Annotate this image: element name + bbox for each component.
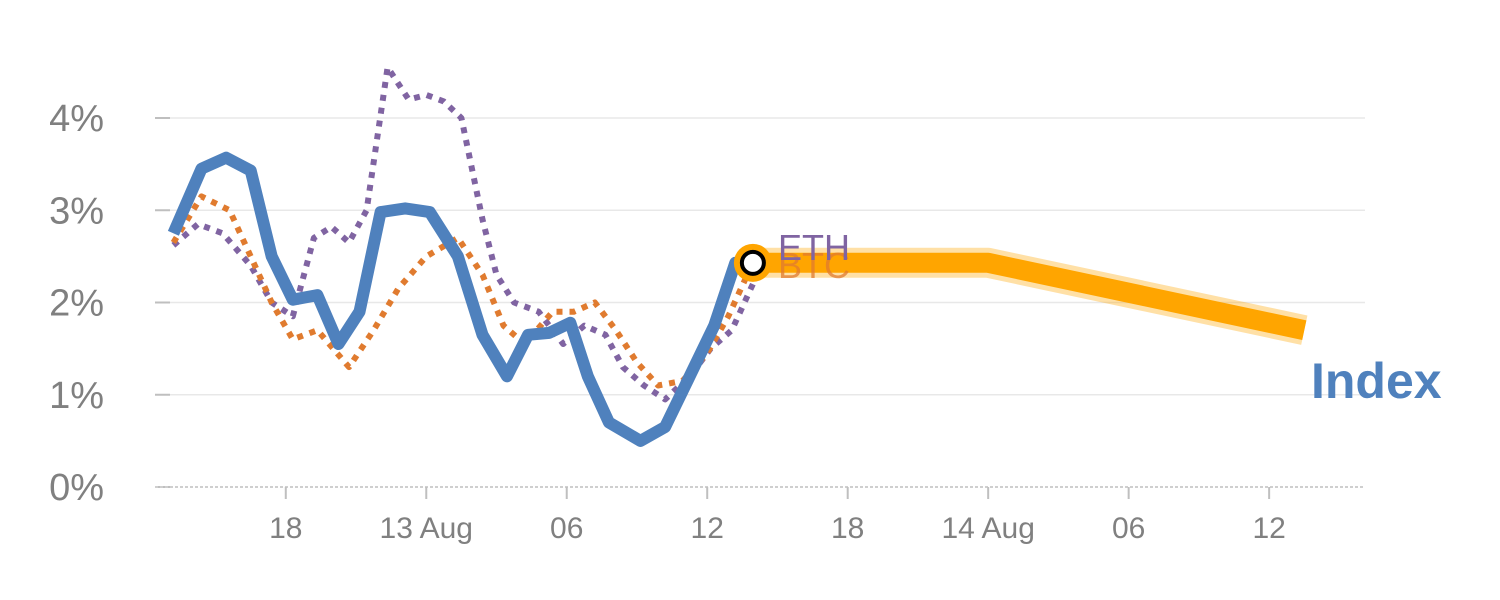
x-tick-label: 14 Aug bbox=[941, 512, 1034, 545]
marker-center bbox=[739, 249, 766, 276]
y-axis: 0% 1% 2% 3% 4% bbox=[49, 98, 170, 509]
y-tick-label: 1% bbox=[49, 375, 104, 417]
x-tick-label: 18 bbox=[269, 512, 302, 545]
x-axis: 18 13 Aug 06 12 18 14 Aug 06 12 bbox=[155, 486, 1365, 545]
forecast-series bbox=[752, 247, 1308, 345]
index-series-label: Index bbox=[1311, 353, 1442, 409]
y-tick-label: 3% bbox=[49, 190, 104, 232]
x-tick-label: 06 bbox=[1112, 512, 1145, 545]
y-tick-label: 0% bbox=[49, 467, 104, 509]
series-labels: BTC ETH Index bbox=[778, 227, 1442, 409]
y-tick-label: 2% bbox=[49, 283, 104, 325]
eth-series-line bbox=[171, 64, 756, 403]
y-tick-label: 4% bbox=[49, 98, 104, 140]
btc-series-label: BTC bbox=[778, 245, 850, 286]
x-tick-label: 12 bbox=[1252, 512, 1285, 545]
btc-series-line bbox=[170, 193, 753, 389]
x-tick-label: 06 bbox=[550, 512, 583, 545]
eth-series-label: ETH bbox=[778, 227, 850, 268]
x-tick-label: 18 bbox=[831, 512, 864, 545]
historical-series bbox=[167, 64, 757, 447]
index-series-line bbox=[167, 151, 757, 447]
current-value-marker bbox=[733, 243, 772, 282]
forecast-line bbox=[752, 252, 1307, 340]
x-tick-label: 12 bbox=[691, 512, 724, 545]
x-tick-label: 13 Aug bbox=[380, 512, 473, 545]
